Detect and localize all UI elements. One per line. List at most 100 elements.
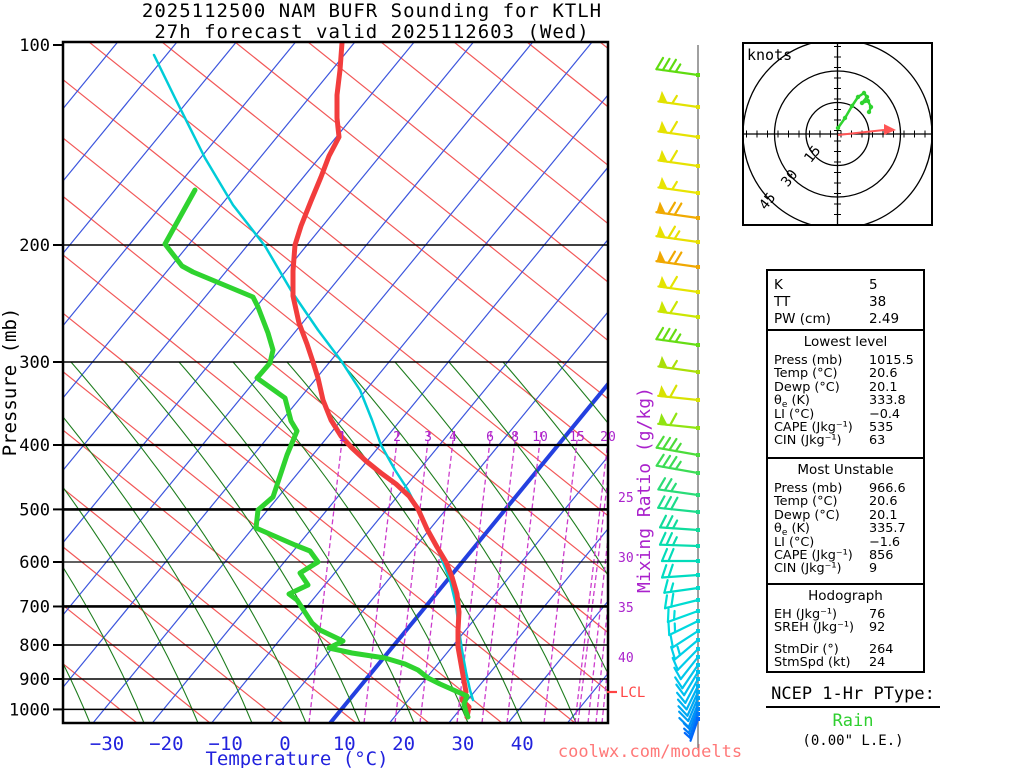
table-row: Temp (°C) 20.6 [774, 494, 898, 510]
wind-barb [655, 201, 700, 220]
wind-barb [673, 655, 700, 681]
table-row: CIN (Jkg⁻¹) 9 [774, 561, 878, 577]
table-row: LI (°C) −0.4 [774, 406, 901, 422]
wind-barb [667, 619, 700, 637]
dewpoint-trace [162, 187, 471, 720]
svg-text:500: 500 [19, 500, 50, 520]
table-row: CAPE (Jkg⁻¹) 856 [774, 547, 894, 563]
wind-barb [655, 225, 700, 244]
most-unstable-title: Most Unstable [797, 462, 894, 478]
table-row: θe (K) 335.7 [774, 521, 906, 539]
table-row: CAPE (Jkg⁻¹) 535 [774, 419, 894, 435]
wind-barb [657, 275, 700, 294]
wind-barb [670, 638, 700, 661]
wind-barb [675, 670, 700, 697]
table-row: LI (°C) −1.6 [774, 534, 901, 550]
wind-barb [669, 629, 700, 649]
wind-barb [657, 384, 700, 402]
table-row: θe (K) 333.8 [774, 393, 906, 411]
plot-frame [61, 40, 610, 725]
hodograph-stats-title: Hodograph [808, 588, 883, 604]
wind-barb [655, 326, 700, 347]
svg-text:−20: −20 [149, 733, 183, 755]
svg-text:30: 30 [451, 733, 474, 755]
skewt-grid [63, 42, 608, 723]
table-row: Press (mb) 966.6 [774, 481, 906, 496]
svg-text:15: 15 [569, 430, 585, 445]
svg-text:30: 30 [618, 551, 634, 566]
table-row: PW (cm) 2.49 [774, 311, 900, 327]
svg-text:1: 1 [338, 430, 346, 445]
wind-barb [675, 677, 700, 704]
wind-barb [657, 90, 700, 109]
svg-text:knots: knots [747, 46, 792, 64]
wind-barb [657, 120, 700, 139]
lcl-marker: LCL [607, 685, 645, 701]
svg-text:30: 30 [778, 167, 801, 190]
svg-text:−10: −10 [209, 733, 243, 755]
svg-text:40: 40 [511, 733, 534, 755]
svg-text:20: 20 [600, 430, 616, 445]
svg-text:4: 4 [449, 430, 457, 445]
svg-text:900: 900 [19, 670, 50, 690]
svg-text:15: 15 [801, 143, 824, 166]
svg-text:6: 6 [486, 430, 494, 445]
wind-barb [657, 477, 700, 497]
wind-barb [671, 647, 700, 671]
sounding-traces [152, 42, 475, 720]
wind-barbs [655, 45, 700, 748]
title-line2: 27h forecast valid 2025112603 (Wed) [154, 21, 590, 43]
svg-text:25: 25 [618, 491, 634, 506]
ptype-heading: NCEP 1-Hr PType: [766, 684, 940, 708]
temperature-trace [290, 42, 472, 720]
svg-text:1000: 1000 [9, 700, 50, 720]
wind-barb [660, 563, 700, 579]
summary-section: K 5 TT 38 PW (cm) 2.49 [768, 271, 923, 329]
svg-text:coolwx.com/modelts: coolwx.com/modelts [558, 742, 742, 762]
svg-text:0: 0 [279, 733, 290, 755]
hodograph-frame [742, 42, 933, 226]
indices-table: K 5 TT 38 PW (cm) 2.49 Lowest level Press (mb… [766, 269, 925, 673]
table-row: SREH (Jkg⁻¹) 92 [774, 620, 886, 636]
table-row: EH (Jkg⁻¹) 76 [774, 607, 886, 622]
wind-barb [674, 663, 700, 690]
table-row: Press (mb) 1015.5 [774, 353, 914, 368]
table-row: Dewp (°C) 20.1 [774, 507, 898, 523]
table-row: CIN (Jkg⁻¹) 63 [774, 433, 886, 449]
svg-text:Temperature (°C): Temperature (°C) [205, 748, 388, 768]
wind-barb [660, 547, 700, 563]
svg-text:300: 300 [19, 353, 50, 373]
svg-text:LCL: LCL [620, 685, 645, 701]
table-row: TT 38 [774, 294, 887, 310]
wind-barb [683, 717, 700, 742]
svg-text:200: 200 [19, 236, 50, 256]
wind-barb [658, 514, 700, 532]
table-row: Temp (°C) 20.6 [774, 366, 898, 382]
wind-barb [658, 531, 700, 548]
svg-text:−30: −30 [90, 733, 124, 755]
svg-text:600: 600 [19, 553, 50, 573]
svg-text:Pressure (mb): Pressure (mb) [0, 308, 21, 457]
svg-text:35: 35 [618, 601, 634, 616]
svg-text:10: 10 [333, 733, 356, 755]
svg-text:Mixing Ratio (g/kg): Mixing Ratio (g/kg) [634, 387, 655, 593]
svg-text:100: 100 [19, 36, 50, 56]
table-row: StmSpd (kt) 24 [774, 655, 886, 671]
wind-barb [666, 607, 700, 624]
lowest-level-title: Lowest level [803, 334, 888, 350]
svg-text:800: 800 [19, 636, 50, 656]
svg-text:2: 2 [393, 430, 401, 445]
watermark: coolwx.com/modelts [558, 742, 742, 762]
wind-barb [678, 696, 700, 723]
svg-text:20: 20 [392, 733, 415, 755]
ptype-value: Rain [832, 711, 874, 731]
svg-text:700: 700 [19, 597, 50, 617]
table-row: StmDir (°) 264 [774, 641, 894, 657]
wind-barb [663, 579, 700, 594]
svg-text:400: 400 [19, 436, 50, 456]
wind-barb [663, 592, 700, 610]
